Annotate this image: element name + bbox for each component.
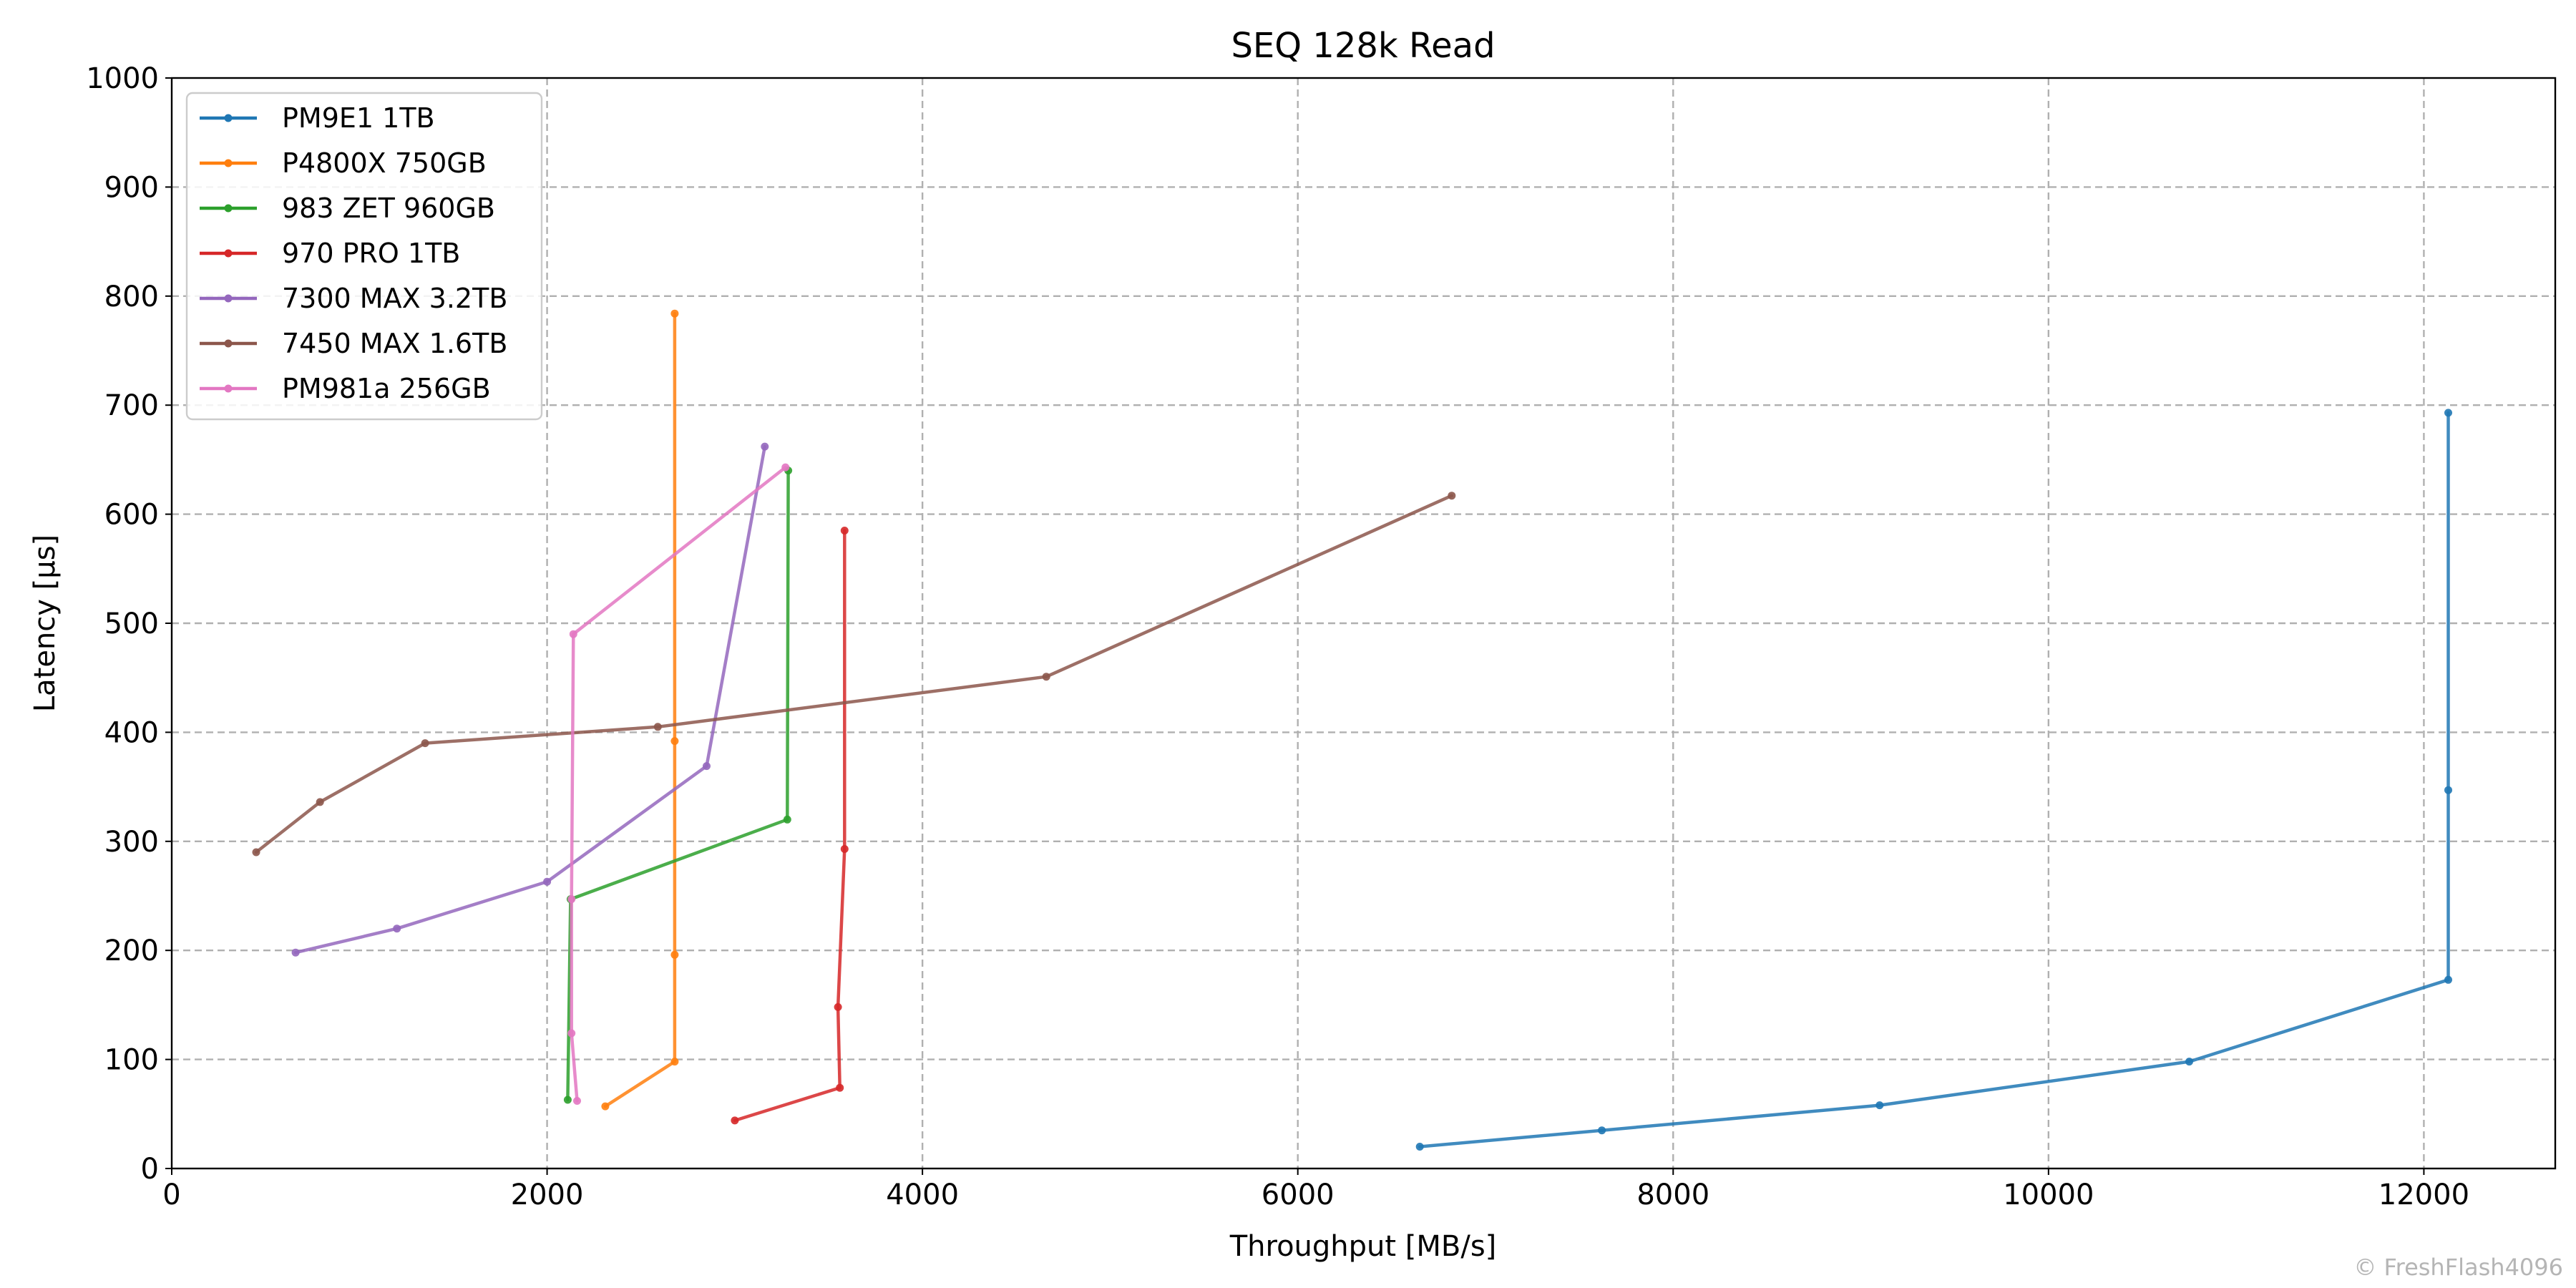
y-tick-label: 500 xyxy=(104,608,159,640)
legend-label: 7450 MAX 1.6TB xyxy=(282,328,507,359)
data-point xyxy=(1448,492,1456,500)
series-7450-max-1-6tb xyxy=(252,492,1456,857)
legend-label: 983 ZET 960GB xyxy=(282,192,495,224)
x-tick-label: 10000 xyxy=(2003,1179,2094,1211)
data-point xyxy=(421,739,429,748)
data-point xyxy=(2444,975,2452,984)
legend-entry: 983 ZET 960GB xyxy=(200,192,495,224)
data-point xyxy=(670,950,679,959)
legend-entry: 7450 MAX 1.6TB xyxy=(200,328,507,359)
x-tick-label: 0 xyxy=(162,1179,180,1211)
x-tick-label: 8000 xyxy=(1636,1179,1709,1211)
y-axis-ticks: 0 100 200 300 400 500 600 700 800 900 1000 xyxy=(86,62,172,1186)
series-pm9e1-1tb xyxy=(1415,409,2452,1151)
chart-title: SEQ 128k Read xyxy=(1231,26,1495,66)
data-point xyxy=(670,1058,679,1066)
legend-label: 970 PRO 1TB xyxy=(282,238,460,269)
y-tick-label: 800 xyxy=(104,280,159,313)
series-7300-max-3-2tb xyxy=(291,442,769,957)
data-point xyxy=(731,1116,739,1125)
data-point xyxy=(2444,786,2452,794)
data-point xyxy=(1875,1101,1884,1110)
series-970-pro-1tb xyxy=(731,527,849,1125)
data-point xyxy=(567,1029,576,1038)
legend-swatch-marker xyxy=(224,159,233,167)
legend-swatch-marker xyxy=(224,294,233,303)
data-point xyxy=(563,1096,572,1104)
grid-lines xyxy=(172,78,2555,1169)
x-axis-ticks: 0 2000 4000 6000 8000 10000 12000 xyxy=(162,1169,2469,1211)
legend-entry: 970 PRO 1TB xyxy=(200,238,460,269)
data-point xyxy=(670,309,679,318)
y-tick-label: 900 xyxy=(104,171,159,204)
data-point xyxy=(543,877,552,886)
data-point xyxy=(601,1102,610,1111)
y-tick-label: 100 xyxy=(104,1044,159,1077)
data-point xyxy=(393,924,401,933)
data-point xyxy=(670,737,679,746)
y-tick-label: 200 xyxy=(104,935,159,967)
data-point xyxy=(316,798,324,806)
watermark-text: © FreshFlash4096 xyxy=(2353,1254,2563,1281)
series-p4800x-750gb xyxy=(601,309,679,1111)
data-point xyxy=(783,815,791,824)
data-point xyxy=(840,527,849,535)
data-point xyxy=(840,845,849,853)
y-tick-label: 300 xyxy=(104,826,159,859)
data-point xyxy=(2185,1058,2193,1066)
y-tick-label: 600 xyxy=(104,499,159,532)
data-point xyxy=(653,723,662,731)
data-point xyxy=(836,1083,844,1092)
series-pm981a-256gb xyxy=(567,463,790,1105)
data-point xyxy=(567,895,576,904)
legend-label: 7300 MAX 3.2TB xyxy=(282,283,507,314)
y-axis-label: Latency [µs] xyxy=(29,535,62,712)
legend-swatch-marker xyxy=(224,114,233,122)
legend: PM9E1 1TB P4800X 750GB 983 ZET 960GB 970 PR… xyxy=(185,92,543,421)
y-tick-label: 1000 xyxy=(86,62,159,95)
legend-entry: 7300 MAX 3.2TB xyxy=(200,283,507,314)
data-point xyxy=(569,630,577,638)
series-lines xyxy=(252,309,2452,1151)
legend-box xyxy=(185,92,543,421)
data-point xyxy=(1042,673,1050,681)
x-tick-label: 6000 xyxy=(1262,1179,1335,1211)
data-point xyxy=(252,848,260,857)
legend-swatch-marker xyxy=(224,384,233,393)
data-point xyxy=(1415,1143,1424,1151)
series-line-7450-max-1-6tb xyxy=(254,494,1454,854)
series-line-983-zet-960gb xyxy=(566,469,790,1102)
legend-label: PM9E1 1TB xyxy=(282,102,435,134)
data-point xyxy=(2444,409,2452,417)
data-point xyxy=(1598,1126,1606,1135)
data-point xyxy=(834,1002,842,1011)
legend-swatch-marker xyxy=(224,204,233,213)
legend-label: PM981a 256GB xyxy=(282,373,491,404)
x-tick-label: 4000 xyxy=(886,1179,959,1211)
legend-entry: P4800X 750GB xyxy=(200,147,487,179)
data-point xyxy=(291,948,300,957)
x-tick-label: 2000 xyxy=(511,1179,584,1211)
y-tick-label: 400 xyxy=(104,716,159,749)
x-axis-label: Throughput [MB/s] xyxy=(1229,1230,1497,1263)
y-tick-label: 0 xyxy=(141,1153,159,1186)
data-point xyxy=(573,1097,581,1105)
legend-swatch-marker xyxy=(224,339,233,348)
data-point xyxy=(761,442,769,451)
legend-label: P4800X 750GB xyxy=(282,147,487,179)
legend-swatch-marker xyxy=(224,249,233,258)
x-tick-label: 12000 xyxy=(2379,1179,2469,1211)
legend-entry: PM981a 256GB xyxy=(200,373,491,404)
y-tick-label: 700 xyxy=(104,389,159,422)
data-point xyxy=(703,762,711,771)
data-point xyxy=(781,463,790,472)
legend-entry: PM9E1 1TB xyxy=(200,102,435,134)
